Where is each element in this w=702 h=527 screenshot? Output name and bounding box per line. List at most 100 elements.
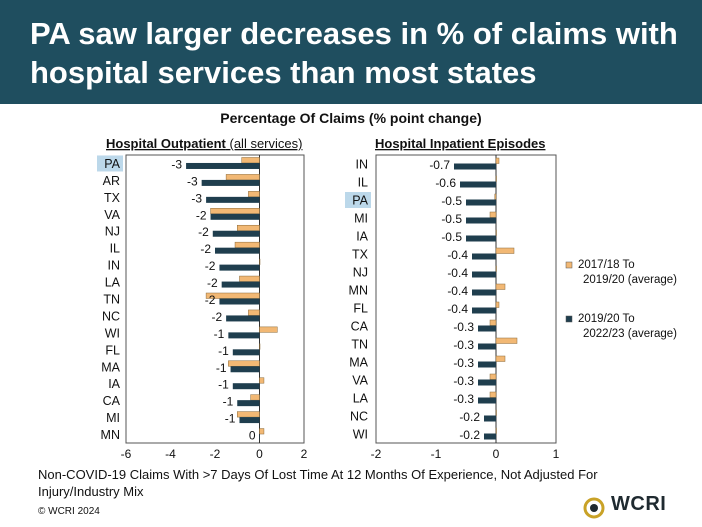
bar-2019-23 xyxy=(221,281,260,288)
bar-2019-23 xyxy=(215,247,260,254)
category-label: MI xyxy=(354,212,368,226)
bar-2017-20 xyxy=(248,309,260,316)
category-label: CA xyxy=(103,394,121,408)
bar-2017-20 xyxy=(495,175,497,182)
data-label: -2 xyxy=(205,259,216,273)
bar-2019-23 xyxy=(454,163,496,170)
bar-2019-23 xyxy=(219,264,260,271)
category-label: FL xyxy=(105,343,120,357)
data-label: -0.4 xyxy=(447,284,468,298)
data-label: -2 xyxy=(205,293,216,307)
category-label: IA xyxy=(108,377,120,391)
x-tick-label: 0 xyxy=(256,447,263,461)
data-label: -3 xyxy=(171,157,182,171)
data-label: -0.4 xyxy=(447,266,468,280)
bar-2019-23 xyxy=(212,230,260,237)
category-label: NC xyxy=(350,410,368,424)
bar-2017-20 xyxy=(259,428,265,435)
category-label: MA xyxy=(101,360,120,374)
bar-2019-23 xyxy=(186,162,260,169)
category-label: PA xyxy=(352,194,368,208)
x-tick-label: 2 xyxy=(301,447,308,461)
bar-2017-20 xyxy=(237,411,260,418)
data-label: -0.3 xyxy=(453,356,474,370)
bar-2019-23 xyxy=(226,315,260,322)
legend-label-line2: 2022/23 (average) xyxy=(583,328,677,340)
x-tick-label: 0 xyxy=(493,447,500,461)
bar-2019-23 xyxy=(472,307,496,314)
legend-swatch xyxy=(565,261,573,269)
legend-label-line2: 2019/20 (average) xyxy=(583,274,677,286)
bar-2019-23 xyxy=(219,298,260,305)
bar-2019-23 xyxy=(478,397,496,404)
bar-2019-23 xyxy=(237,400,260,407)
data-label: 0 xyxy=(249,429,256,443)
bar-2019-23 xyxy=(478,325,496,332)
category-label: IL xyxy=(358,176,368,190)
chart-subtitle: Percentage Of Claims (% point change) xyxy=(220,110,482,126)
category-label: FL xyxy=(353,302,368,316)
bar-2017-20 xyxy=(495,283,506,290)
x-tick-label: -2 xyxy=(371,447,382,461)
data-label: -0.3 xyxy=(453,374,474,388)
bar-2017-20 xyxy=(489,319,497,326)
data-label: -0.4 xyxy=(447,248,468,262)
bar-2017-20 xyxy=(495,247,515,254)
bar-2017-20 xyxy=(495,427,497,434)
data-label: -0.5 xyxy=(441,194,462,208)
category-label: MN xyxy=(101,428,120,442)
legend-label-line1: 2017/18 To xyxy=(578,259,635,271)
bar-2017-20 xyxy=(259,377,265,384)
data-label: -2 xyxy=(200,242,211,256)
data-label: -2 xyxy=(211,310,222,324)
title-banner: PA saw larger decreases in % of claims w… xyxy=(0,0,702,104)
data-label: -0.5 xyxy=(441,212,462,226)
data-label: -0.4 xyxy=(447,302,468,316)
bar-2019-23 xyxy=(472,289,496,296)
data-label: -0.2 xyxy=(459,410,480,424)
category-label: CA xyxy=(351,320,369,334)
data-label: -3 xyxy=(187,174,198,188)
bar-2017-20 xyxy=(228,360,260,367)
bar-2017-20 xyxy=(259,258,261,265)
data-label: -0.3 xyxy=(453,338,474,352)
category-label: MA xyxy=(349,356,368,370)
category-label: MN xyxy=(349,284,368,298)
category-label: IN xyxy=(356,158,369,172)
bar-2017-20 xyxy=(495,157,500,164)
bar-2019-23 xyxy=(201,179,260,186)
category-highlight xyxy=(97,155,123,172)
x-tick-label: -6 xyxy=(121,447,132,461)
category-label: IN xyxy=(108,259,121,273)
bar-2019-23 xyxy=(466,235,496,242)
bar-2017-20 xyxy=(210,208,260,215)
bar-2019-23 xyxy=(230,366,260,373)
bar-2017-20 xyxy=(237,224,260,231)
footnote: Non-COVID-19 Claims With >7 Days Of Lost… xyxy=(38,467,598,499)
x-tick-label: -4 xyxy=(165,447,176,461)
category-label: VA xyxy=(104,208,120,222)
bar-2019-23 xyxy=(484,415,496,422)
panel-title-1: Hospital Outpatient (all services) xyxy=(106,136,302,151)
wcri-logo-icon xyxy=(583,497,605,519)
bar-2019-23 xyxy=(232,383,260,390)
bar-2019-23 xyxy=(466,199,496,206)
plot-area-2 xyxy=(375,154,557,444)
category-label: NC xyxy=(102,309,120,323)
bar-2019-23 xyxy=(210,213,260,220)
panel-title-note: (all services) xyxy=(226,136,303,151)
data-label: -0.6 xyxy=(435,176,456,190)
data-label: -3 xyxy=(191,191,202,205)
category-label: VA xyxy=(352,374,368,388)
data-label: -1 xyxy=(218,378,229,392)
x-tick-label: -2 xyxy=(210,447,221,461)
data-label: -2 xyxy=(196,208,207,222)
bar-2019-23 xyxy=(466,217,496,224)
bar-2019-23 xyxy=(484,433,496,440)
bar-2017-20 xyxy=(259,343,261,350)
bar-2019-23 xyxy=(206,196,260,203)
category-label: LA xyxy=(105,276,121,290)
bar-2019-23 xyxy=(460,181,496,188)
category-label: AR xyxy=(103,174,120,188)
